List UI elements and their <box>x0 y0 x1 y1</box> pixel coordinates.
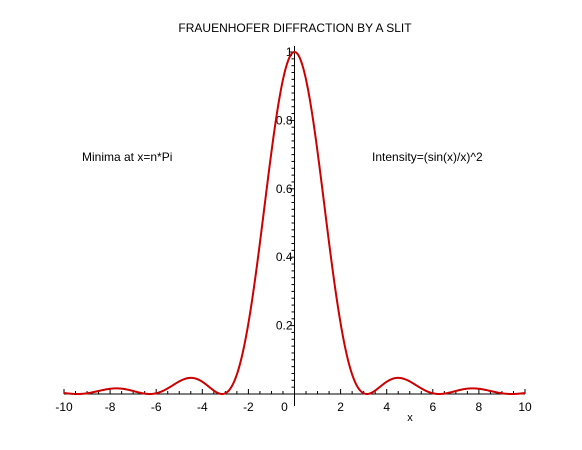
x-tick-label: -6 <box>151 400 162 414</box>
y-tick-label: 1 <box>286 45 293 59</box>
x-tick-label: 10 <box>518 400 532 414</box>
intensity-curve <box>63 51 526 395</box>
x-tick-label: 0 <box>281 400 288 414</box>
annotation-intensity: Intensity=(sin(x)/x)^2 <box>372 150 483 164</box>
annotation-minima: Minima at x=n*Pi <box>82 150 172 164</box>
x-tick-label: 4 <box>383 400 390 414</box>
x-tick-label: -8 <box>105 400 116 414</box>
x-tick-label: 6 <box>429 400 436 414</box>
axes: -10 -8 -6 -4 -2 0 2 4 6 8 10 0.2 0.4 0.6 0.8 1 <box>55 45 532 414</box>
chart-title: FRAUENHOFER DIFFRACTION BY A SLIT <box>178 21 412 35</box>
x-tick-label: -2 <box>243 400 254 414</box>
y-tick-label: 0.2 <box>276 319 293 333</box>
x-tick-label: 2 <box>337 400 344 414</box>
x-tick-label: 8 <box>476 400 483 414</box>
x-tick-label: -10 <box>55 400 73 414</box>
series-layer <box>63 51 526 395</box>
y-tick-label: 0.8 <box>276 113 293 127</box>
y-tick-label: 0.6 <box>276 182 293 196</box>
y-tick-label: 0.4 <box>276 250 293 264</box>
x-axis-label: x <box>407 412 413 424</box>
x-tick-label: -4 <box>197 400 208 414</box>
